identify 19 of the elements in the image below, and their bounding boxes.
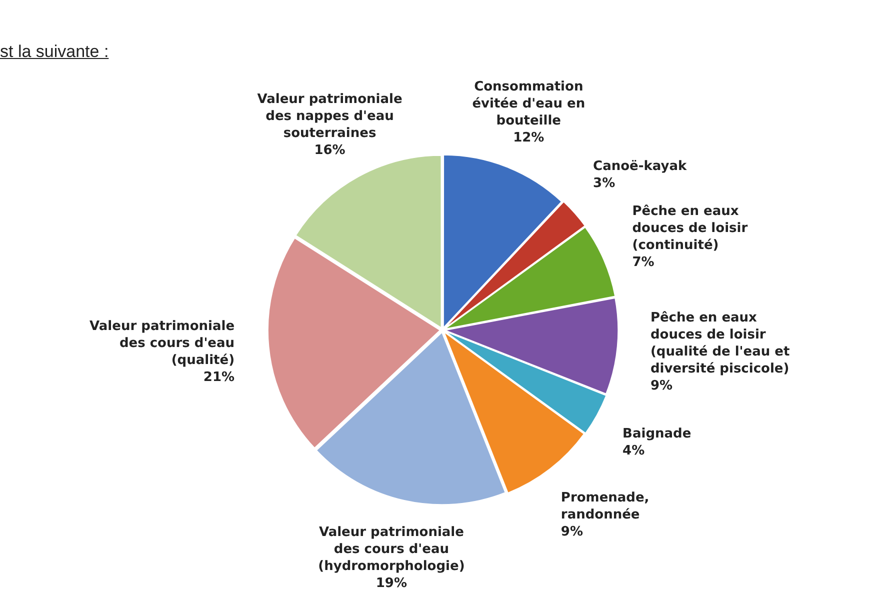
data-label: 21%: [203, 370, 235, 385]
slice-label: Valeur patrimoniale des cours d'eau (hydromorphologie): [318, 525, 465, 574]
slice-label: Baignade: [622, 426, 692, 442]
slice-label: Valeur patrimoniale des cours d'eau (qualité): [90, 318, 235, 368]
slice-label: Promenade, randonnée: [560, 490, 650, 522]
slice-label: Pêche en eaux douces de loisir (qualité de l'eau et diversité piscicole): [650, 310, 790, 376]
slice-label: Canoë-kayak: [593, 159, 687, 174]
data-label: 7%: [632, 254, 654, 270]
data-label: 9%: [650, 378, 673, 394]
slice-label: Pêche en eaux douces de loisir (continuité): [632, 204, 748, 253]
data-label: 19%: [376, 576, 408, 592]
data-label: 4%: [622, 444, 645, 459]
data-label: 12%: [513, 130, 544, 146]
slice-label: Consommation évitée d'eau en bouteille: [472, 79, 586, 128]
data-label: 16%: [314, 142, 346, 158]
slice-label: Valeur patrimoniale des nappes d'eau souterraines: [257, 92, 402, 141]
data-label: 9%: [560, 524, 583, 540]
text: st la suivante :: [0, 42, 109, 62]
data-label: 3%: [593, 176, 616, 192]
